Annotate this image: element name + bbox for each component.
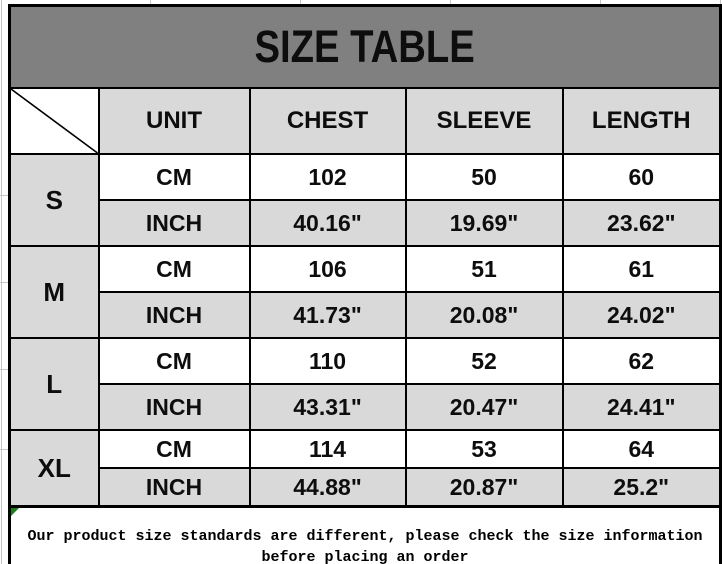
column-header-chest: CHEST (248, 87, 407, 155)
gridline (0, 195, 8, 196)
size-label-m: M (8, 245, 100, 339)
cell-l-cm-sleeve: 52 (404, 337, 564, 385)
cell-m-cm-sleeve: 51 (404, 245, 564, 293)
gridline (0, 369, 8, 370)
gridline (0, 449, 8, 450)
unit-label-l-cm: CM (97, 337, 251, 385)
unit-label-s-cm: CM (97, 153, 251, 201)
size-label-xl: XL (8, 429, 100, 508)
cell-l-inch-length: 24.41" (561, 383, 722, 431)
cell-xl-cm-sleeve: 53 (404, 429, 564, 469)
cell-xl-inch-sleeve: 20.87" (404, 467, 564, 508)
column-header-sleeve: SLEEVE (404, 87, 564, 155)
cell-s-inch-chest: 40.16" (248, 199, 407, 247)
unit-label-xl-inch: INCH (97, 467, 251, 508)
table-title: SIZE TABLE (254, 21, 476, 72)
cell-xl-cm-length: 64 (561, 429, 722, 469)
note-line-2: before placing an order (261, 549, 469, 564)
unit-label-m-inch: INCH (97, 291, 251, 339)
note-cell: Our product size standards are different… (8, 505, 722, 564)
cell-m-cm-chest: 106 (248, 245, 407, 293)
gridline (450, 0, 451, 4)
unit-label-m-cm: CM (97, 245, 251, 293)
note-line-1: Our product size standards are different… (27, 528, 703, 545)
gridline (0, 282, 8, 283)
cell-xl-inch-length: 25.2" (561, 467, 722, 508)
cell-s-cm-chest: 102 (248, 153, 407, 201)
cell-l-inch-chest: 43.31" (248, 383, 407, 431)
column-header-length: LENGTH (561, 87, 722, 155)
cell-xl-inch-chest: 44.88" (248, 467, 407, 508)
column-header-unit: UNIT (97, 87, 251, 155)
cell-s-inch-sleeve: 19.69" (404, 199, 564, 247)
unit-label-s-inch: INCH (97, 199, 251, 247)
cell-l-inch-sleeve: 20.47" (404, 383, 564, 431)
diagonal-header-cell (8, 87, 100, 155)
cell-m-inch-chest: 41.73" (248, 291, 407, 339)
cell-s-cm-length: 60 (561, 153, 722, 201)
cell-s-inch-length: 23.62" (561, 199, 722, 247)
cell-l-cm-chest: 110 (248, 337, 407, 385)
gridline (300, 0, 301, 4)
size-label-l: L (8, 337, 100, 431)
cell-corner-marker-icon (11, 509, 19, 516)
title-cell: SIZE TABLE (8, 4, 722, 89)
gridline (150, 0, 151, 4)
size-label-s: S (8, 153, 100, 247)
gridline (600, 0, 601, 4)
cell-m-cm-length: 61 (561, 245, 722, 293)
cell-m-inch-length: 24.02" (561, 291, 722, 339)
cell-xl-cm-chest: 114 (248, 429, 407, 469)
unit-label-l-inch: INCH (97, 383, 251, 431)
size-table: SIZE TABLE UNIT CHEST SLEEVE LENGTH S CM… (8, 4, 722, 564)
unit-label-xl-cm: CM (97, 429, 251, 469)
diagonal-line-icon (11, 89, 98, 153)
cell-m-inch-sleeve: 20.08" (404, 291, 564, 339)
cell-s-cm-sleeve: 50 (404, 153, 564, 201)
cell-l-cm-length: 62 (561, 337, 722, 385)
